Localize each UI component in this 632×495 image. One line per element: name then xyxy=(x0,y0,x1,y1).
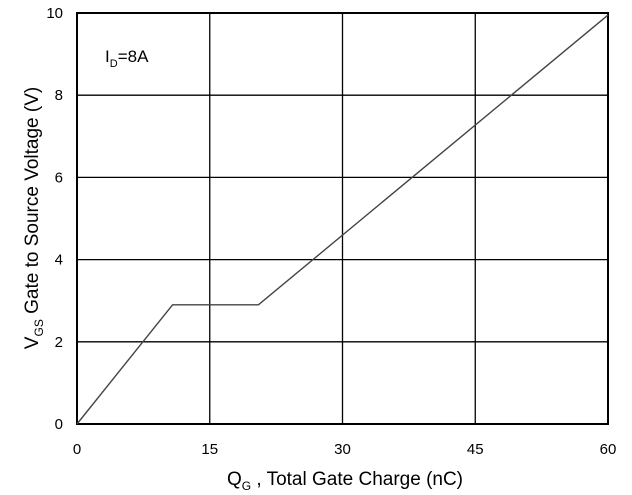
y-tick-labels: 0 2 4 6 8 10 xyxy=(46,5,63,433)
x-tick-label: 30 xyxy=(334,441,351,458)
y-tick-label: 10 xyxy=(46,5,63,22)
y-axis-label-subscript: GS xyxy=(32,319,46,336)
x-tick-label: 45 xyxy=(467,441,484,458)
id-annotation: ID=8A xyxy=(105,47,149,70)
x-axis-label: QG , Total Gate Charge (nC) xyxy=(227,469,463,493)
y-axis-label-text: Gate to Source Voltage (V) xyxy=(22,87,43,319)
x-axis-label-subscript: G xyxy=(242,479,251,493)
x-tick-label: 0 xyxy=(73,441,81,458)
x-tick-label: 15 xyxy=(201,441,218,458)
series-layer xyxy=(76,14,609,425)
id-annotation-subscript: D xyxy=(110,58,118,70)
id-annotation-symbol: I xyxy=(105,47,110,66)
x-axis-label-text: , Total Gate Charge (nC) xyxy=(251,469,463,490)
grid-lines xyxy=(77,13,608,424)
y-tick-label: 6 xyxy=(55,169,63,186)
id-annotation-value: =8A xyxy=(118,47,149,66)
x-tick-label: 60 xyxy=(600,441,617,458)
gate-charge-curve xyxy=(76,14,609,425)
y-axis-label-symbol: V xyxy=(22,336,43,349)
x-tick-labels: 0 15 30 45 60 xyxy=(73,441,617,458)
y-tick-label: 4 xyxy=(55,252,63,269)
x-axis-label-symbol: Q xyxy=(227,469,242,490)
y-axis-label: VGS Gate to Source Voltage (V) xyxy=(22,87,46,349)
y-tick-label: 8 xyxy=(55,87,63,104)
plot-frame xyxy=(76,12,609,425)
y-tick-label: 2 xyxy=(55,334,63,351)
y-tick-label: 0 xyxy=(55,416,63,433)
